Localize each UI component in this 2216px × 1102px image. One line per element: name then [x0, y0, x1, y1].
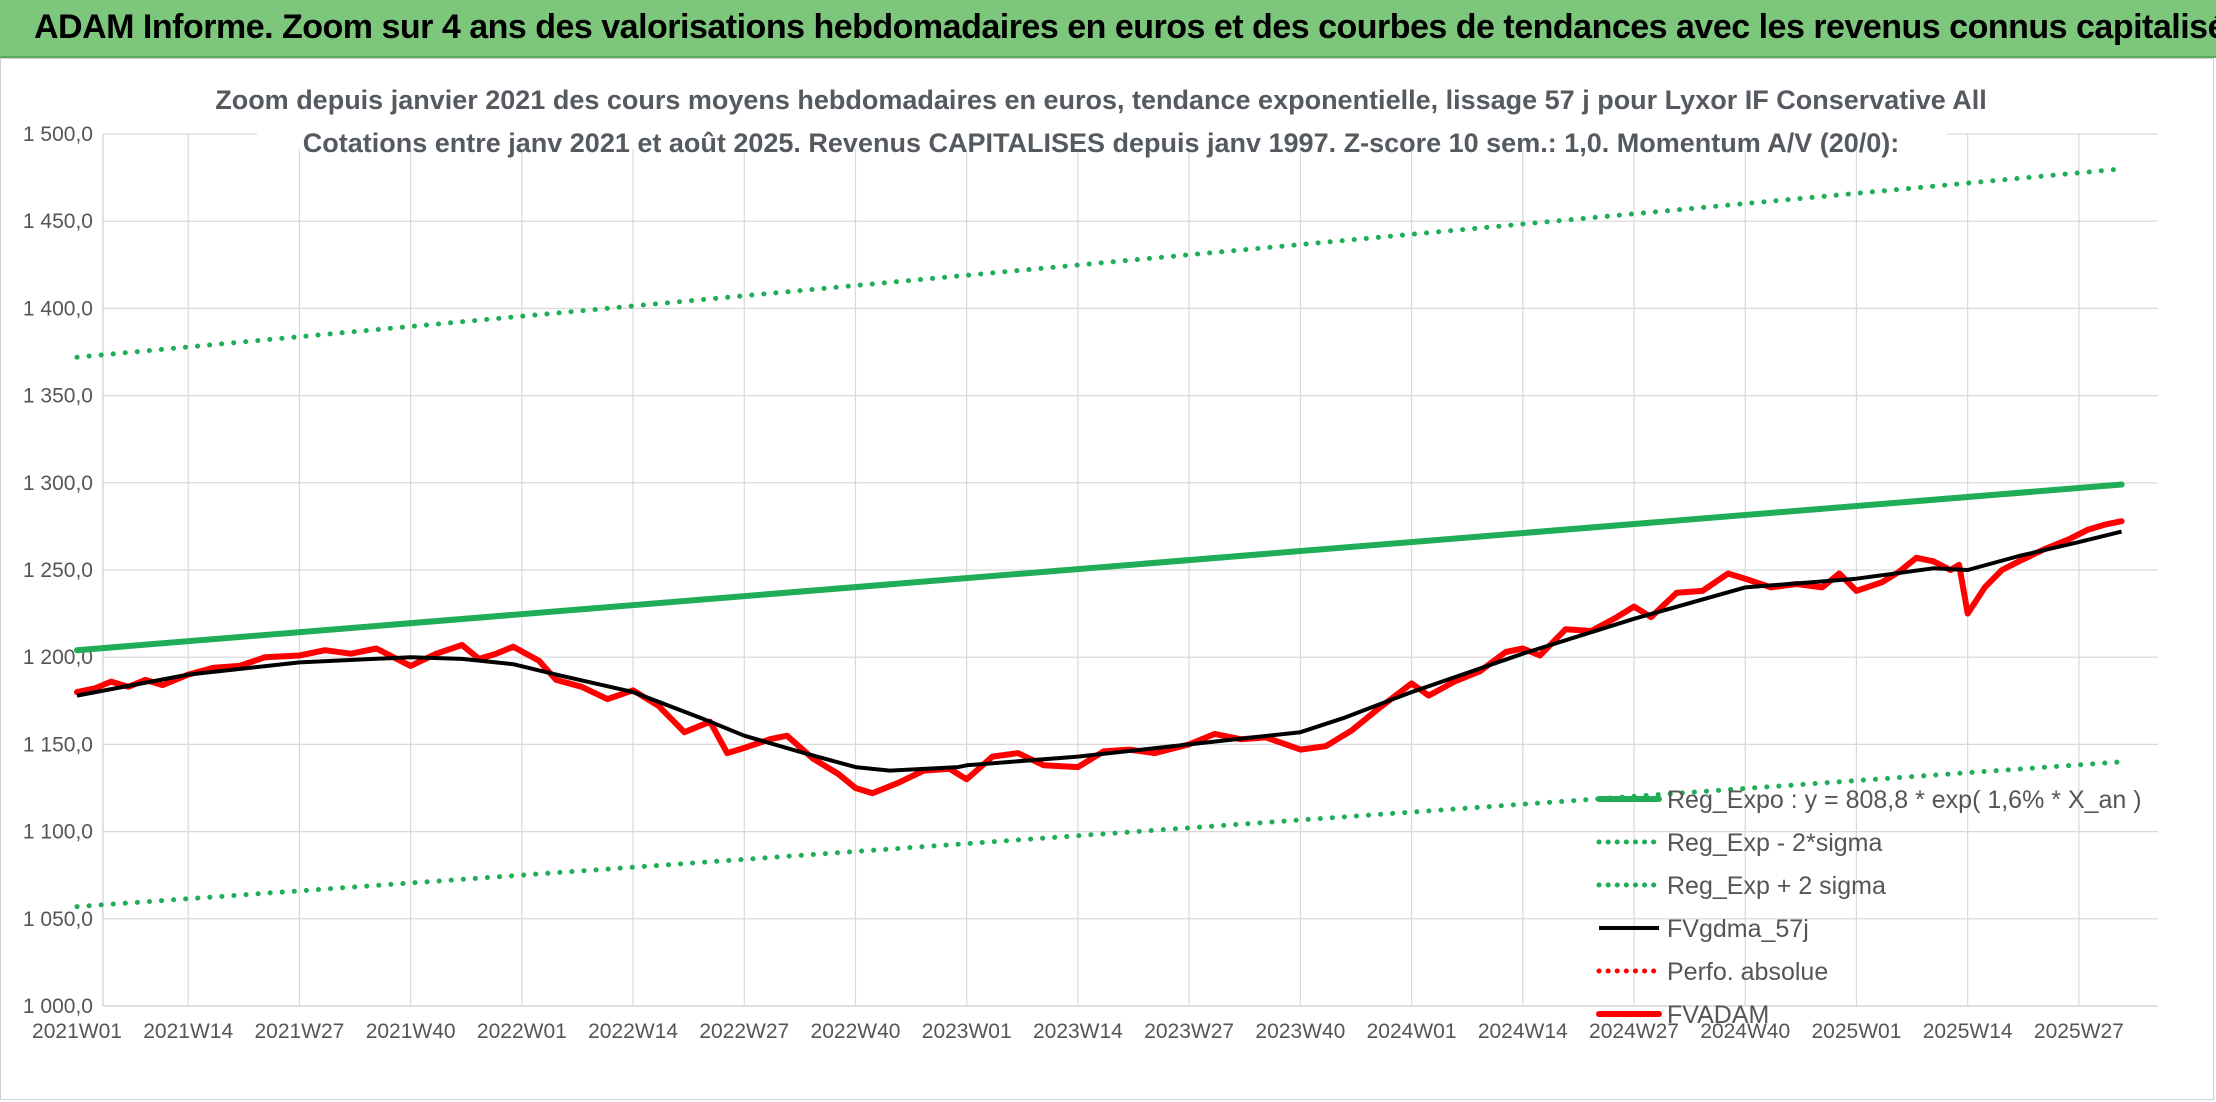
y-axis-ticks: 1 000,01 050,01 100,01 150,01 200,01 250… — [23, 123, 93, 1018]
y-tick-label: 1 300,0 — [23, 472, 93, 495]
page-title: ADAM Informe. Zoom sur 4 ans des valoris… — [34, 8, 2216, 46]
series-line-reg-expo-y-808-8-exp-1-6-x-an — [74, 481, 2125, 654]
x-tick-label: 2023W27 — [1144, 1020, 1234, 1043]
x-tick-label: 2024W01 — [1367, 1020, 1457, 1043]
y-tick-label: 1 500,0 — [23, 123, 93, 146]
x-tick-label: 2023W14 — [1033, 1020, 1123, 1043]
x-tick-label: 2024W14 — [1478, 1020, 1568, 1043]
legend-label: Perfo. absolue — [1667, 958, 1828, 986]
x-tick-label: 2023W40 — [1255, 1020, 1345, 1043]
chart-frame: 1 000,0 1 050,0 1 100,0 1 150,0 1 200,0 1 250… — [0, 58, 2214, 1100]
legend: Reg_Expo : y = 808,8 * exp( 1,6% * X_an … — [1596, 786, 2142, 1029]
header-bar: ADAM Informe. Zoom sur 4 ans des valoris… — [0, 0, 2216, 58]
legend-label: FVADAM — [1667, 1001, 1769, 1029]
x-tick-label: 2021W40 — [366, 1020, 456, 1043]
x-tick-label: 2023W01 — [922, 1020, 1012, 1043]
x-tick-label: 2022W14 — [588, 1020, 678, 1043]
series-line-reg-exp-2-sigma — [74, 759, 2125, 910]
legend-label: Reg_Exp + 2 sigma — [1667, 872, 1886, 900]
y-tick-label: 1 250,0 — [23, 559, 93, 582]
x-tick-label: 2025W01 — [1811, 1020, 1901, 1043]
y-tick-label: 1 050,0 — [23, 908, 93, 931]
y-tick-label: 1 350,0 — [23, 385, 93, 408]
x-tick-label: 2024W40 — [1700, 1020, 1790, 1043]
y-tick-label: 1 100,0 — [23, 821, 93, 844]
x-tick-label: 2022W01 — [477, 1020, 567, 1043]
legend-label: FVgdma_57j — [1667, 915, 1809, 943]
series-line-fvgdma-57j — [76, 529, 2123, 773]
legend-label: Reg_Expo : y = 808,8 * exp( 1,6% * X_an … — [1667, 786, 2142, 814]
y-tick-label: 1 000,0 — [23, 995, 93, 1018]
y-tick-label: 1 150,0 — [23, 733, 93, 756]
series-line-reg-exp-2-sigma — [74, 166, 2125, 360]
series-lines — [74, 166, 2125, 910]
line-chart: 1 000,01 050,01 100,01 150,01 200,01 250… — [23, 61, 2158, 1043]
x-axis-ticks: 2021W01 2021W14 2021W27 2021W40 2022W01 2022W… — [32, 1020, 2124, 1043]
chart-title-line-2: Cotations entre janv 2021 et août 2025. … — [303, 128, 1900, 158]
y-tick-label: 1 450,0 — [23, 210, 93, 233]
legend-label: Reg_Exp - 2*sigma — [1667, 829, 1882, 857]
x-tick-label: 2025W14 — [1923, 1020, 2013, 1043]
x-tick-label: 2021W01 — [32, 1020, 122, 1043]
x-tick-label: 2021W14 — [143, 1020, 233, 1043]
x-tick-label: 2021W27 — [254, 1020, 344, 1043]
chart-title-background — [257, 61, 1947, 149]
x-tick-label: 2022W27 — [699, 1020, 789, 1043]
x-tick-label: 2024W27 — [1589, 1020, 1679, 1043]
y-tick-label: 1 400,0 — [23, 297, 93, 320]
x-tick-label: 2022W40 — [811, 1020, 901, 1043]
chart-title-line-1: Zoom depuis janvier 2021 des cours moyen… — [215, 85, 1987, 115]
x-tick-label: 2025W27 — [2034, 1020, 2124, 1043]
chart-title: Zoom depuis janvier 2021 des cours moyen… — [215, 61, 1987, 158]
